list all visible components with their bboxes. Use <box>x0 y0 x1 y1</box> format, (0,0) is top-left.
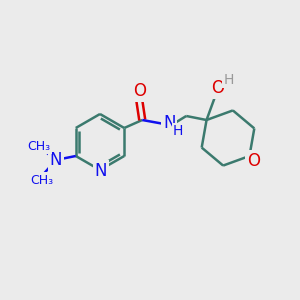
Text: H: H <box>173 124 183 138</box>
Text: N: N <box>95 162 107 180</box>
Text: H: H <box>224 73 234 87</box>
Text: O: O <box>247 152 260 170</box>
Text: CH₃: CH₃ <box>30 173 53 187</box>
Text: N: N <box>50 151 62 169</box>
Text: CH₃: CH₃ <box>27 140 50 152</box>
Text: O: O <box>133 82 146 100</box>
Text: N: N <box>163 114 175 132</box>
Text: O: O <box>211 79 224 97</box>
